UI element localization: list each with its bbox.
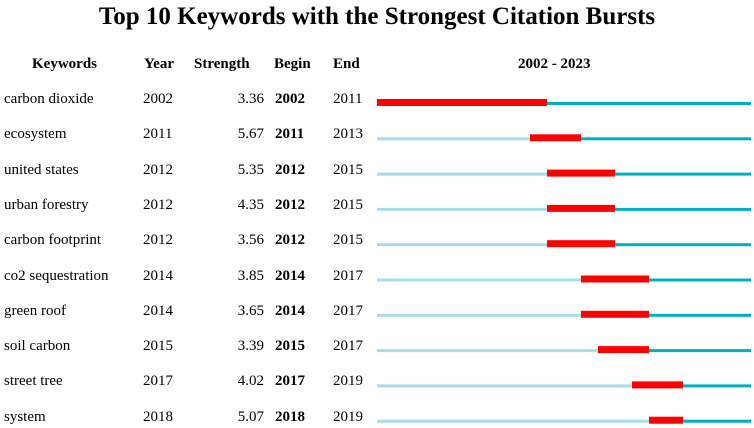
row-strength: 5.35 <box>237 162 264 178</box>
timeline-inactive <box>377 278 581 282</box>
row-keyword: system <box>4 409 46 425</box>
row-begin: 2017 <box>275 373 305 389</box>
row-begin: 2012 <box>275 232 305 248</box>
header-timeline-range: 2002 - 2023 <box>518 56 591 72</box>
header-year: Year <box>144 56 174 72</box>
timeline-inactive <box>377 172 547 176</box>
row-year: 2012 <box>143 162 173 178</box>
row-keyword: urban forestry <box>4 197 89 213</box>
row-year: 2015 <box>143 338 173 354</box>
timeline-active <box>649 419 751 423</box>
burst-bar <box>530 134 581 142</box>
timeline-active <box>547 207 751 211</box>
timeline-active <box>581 278 751 282</box>
burst-bar <box>598 346 649 354</box>
header-end: End <box>333 56 360 72</box>
row-begin: 2018 <box>275 409 305 425</box>
burst-bar <box>547 240 615 248</box>
row-end: 2015 <box>333 197 363 213</box>
row-end: 2015 <box>333 232 363 248</box>
row-begin: 2014 <box>275 303 305 319</box>
row-year: 2018 <box>143 409 173 425</box>
timeline-active <box>632 384 751 388</box>
timeline-inactive <box>377 419 649 423</box>
row-year: 2014 <box>143 303 173 319</box>
row-end: 2019 <box>333 373 363 389</box>
burst-bar <box>581 275 649 283</box>
timeline-inactive <box>377 243 547 247</box>
timeline-inactive <box>377 313 581 317</box>
row-keyword: soil carbon <box>4 338 71 354</box>
row-keyword: carbon footprint <box>4 232 102 248</box>
timeline-inactive <box>377 207 547 211</box>
row-strength: 3.36 <box>237 91 264 107</box>
row-strength: 3.85 <box>237 268 264 284</box>
row-year: 2011 <box>143 126 173 142</box>
row-year: 2012 <box>143 197 173 213</box>
row-strength: 4.35 <box>237 197 264 213</box>
chart-title: Top 10 Keywords with the Strongest Citat… <box>98 3 656 30</box>
row-year: 2017 <box>143 373 173 389</box>
row-strength: 3.56 <box>237 232 264 248</box>
burst-bar <box>649 416 683 424</box>
timeline-active <box>598 349 751 353</box>
row-begin: 2015 <box>275 338 305 354</box>
timeline-active <box>377 102 751 105</box>
timeline-active <box>581 313 751 317</box>
row-end: 2017 <box>333 268 363 284</box>
row-year: 2012 <box>143 232 173 248</box>
row-keyword: co2 sequestration <box>4 268 109 284</box>
row-strength: 5.67 <box>237 126 264 142</box>
row-keyword: green roof <box>4 303 67 319</box>
row-begin: 2012 <box>275 197 305 213</box>
burst-bar <box>547 204 615 212</box>
timeline-inactive <box>377 349 598 353</box>
timeline-inactive <box>377 384 632 388</box>
timeline-active <box>530 137 751 141</box>
row-begin: 2012 <box>275 162 305 178</box>
row-end: 2019 <box>333 409 363 425</box>
row-strength: 4.02 <box>237 373 264 389</box>
burst-bar <box>377 99 547 106</box>
row-end: 2017 <box>333 303 363 319</box>
timeline-active <box>547 243 751 247</box>
row-end: 2015 <box>333 162 363 178</box>
row-year: 2014 <box>143 268 173 284</box>
timeline-inactive <box>377 137 530 141</box>
row-begin: 2002 <box>275 91 305 107</box>
header-strength: Strength <box>194 56 250 72</box>
row-begin: 2014 <box>275 268 305 284</box>
row-begin: 2011 <box>275 126 305 142</box>
burst-bar <box>632 381 683 389</box>
row-strength: 5.07 <box>237 409 264 425</box>
header-begin: Begin <box>274 56 311 72</box>
row-end: 2011 <box>333 91 363 107</box>
header-keywords: Keywords <box>32 56 97 72</box>
row-keyword: ecosystem <box>4 126 67 142</box>
row-keyword: united states <box>4 162 79 178</box>
timeline-active <box>547 172 751 176</box>
burst-bar <box>547 169 615 177</box>
row-strength: 3.65 <box>237 303 264 319</box>
row-strength: 3.39 <box>237 338 264 354</box>
row-end: 2013 <box>333 126 363 142</box>
row-end: 2017 <box>333 338 363 354</box>
row-keyword: street tree <box>4 373 63 389</box>
burst-bar <box>581 310 649 318</box>
row-keyword: carbon dioxide <box>4 91 94 107</box>
row-year: 2002 <box>143 91 173 107</box>
